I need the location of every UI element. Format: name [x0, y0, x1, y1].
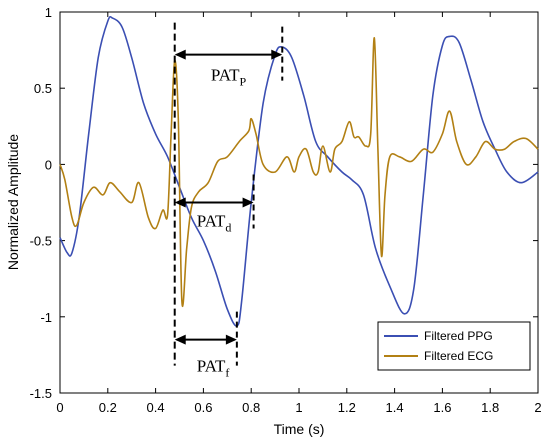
x-tick-label: 1.6 [433, 400, 451, 415]
y-axis-label: Normalized Amplitude [5, 134, 21, 270]
y-tick-label: -1.5 [30, 386, 52, 401]
x-axis-ticks: 0 0.2 0.4 0.6 0.8 1 1.2 1.4 1.6 1.8 2 [56, 12, 542, 415]
x-tick-label: 1.4 [386, 400, 404, 415]
y-tick-label: -0.5 [30, 234, 52, 249]
y-axis-ticks: 1 0.5 0 -0.5 -1 -1.5 [30, 5, 538, 401]
legend: Filtered PPG Filtered ECG [377, 321, 531, 371]
y-tick-label: 0.5 [34, 81, 52, 96]
x-tick-label: 0 [56, 400, 63, 415]
x-tick-label: 0.6 [194, 400, 212, 415]
arrowhead [174, 49, 186, 60]
annotation-layer: PATP PATd PATf [173, 22, 284, 380]
x-tick-label: 1.2 [338, 400, 356, 415]
x-axis-label: Time (s) [274, 421, 325, 437]
pat-label-p: PATP [211, 66, 247, 89]
legend-label-ppg: Filtered PPG [424, 329, 493, 343]
series-line-ecg [59, 37, 539, 307]
arrowhead [174, 197, 186, 208]
x-tick-label: 0.8 [242, 400, 260, 415]
pat-label-d: PATd [197, 212, 232, 235]
x-tick-label: 2 [534, 400, 541, 415]
x-tick-label: 0.2 [99, 400, 117, 415]
series-layer [59, 15, 539, 327]
series-line-ppg [59, 15, 539, 327]
legend-box [377, 321, 531, 371]
y-tick-label: 0 [45, 157, 52, 172]
y-tick-label: 1 [45, 5, 52, 20]
arrowhead [271, 49, 283, 60]
x-tick-label: 1.8 [481, 400, 499, 415]
x-tick-label: 0.4 [147, 400, 165, 415]
y-tick-label: -1 [40, 310, 52, 325]
arrowhead [242, 197, 254, 208]
legend-label-ecg: Filtered ECG [424, 349, 493, 363]
x-tick-label: 1 [295, 400, 302, 415]
arrowhead [225, 334, 237, 345]
pat-label-f: PATf [197, 357, 230, 380]
arrowhead [174, 334, 186, 345]
